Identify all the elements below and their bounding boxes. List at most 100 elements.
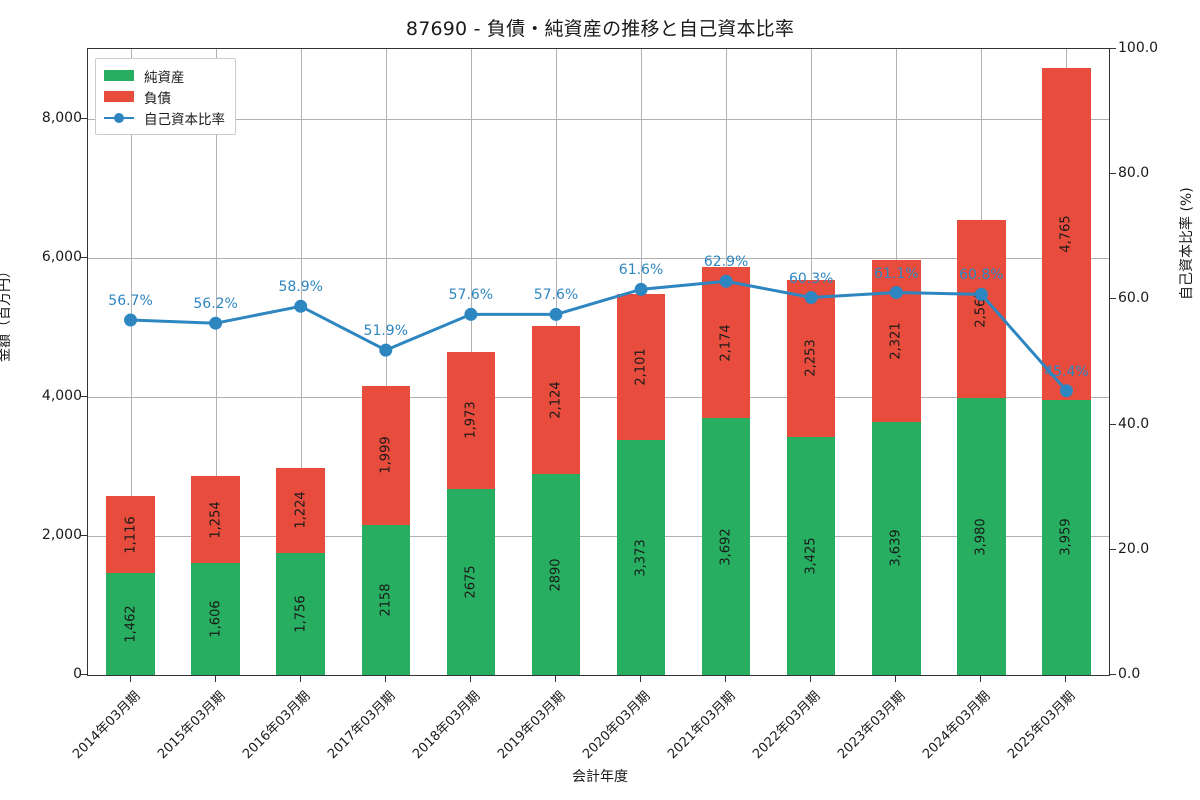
ratio-data-point[interactable] <box>209 316 223 330</box>
bar-segment-equity[interactable]: 2890 <box>531 474 581 675</box>
bar-stack[interactable]: 2675 1,973 <box>446 351 496 675</box>
x-axis-tick-mark <box>640 676 642 682</box>
bar-segment-liabilities[interactable]: 2,101 <box>616 294 666 441</box>
bar-stack[interactable]: 3,980 2,565 <box>957 219 1006 675</box>
y-axis-right-tick-label: 20.0 <box>1118 540 1150 557</box>
x-axis-tick-mark <box>299 676 301 682</box>
bar-segment-liabilities[interactable]: 1,254 <box>191 476 240 564</box>
gridline-vertical <box>385 49 387 675</box>
y-axis-left-tick-label: 0 <box>73 666 82 682</box>
legend: 純資産 負債 自己資本比率 <box>95 58 236 135</box>
x-axis-tick-label: 2016年03月期 <box>239 688 314 763</box>
x-axis-tick-mark <box>725 676 727 682</box>
x-axis-tick-label: 2020年03月期 <box>580 688 654 763</box>
bar-stack[interactable]: 3,373 2,101 <box>616 294 666 675</box>
bar-segment-equity[interactable]: 3,959 <box>1042 399 1091 675</box>
ratio-data-point[interactable] <box>379 343 393 357</box>
bar-segment-equity[interactable]: 1,756 <box>276 552 325 675</box>
bar-segment-liabilities[interactable]: 1,116 <box>106 495 155 574</box>
gridline-horizontal <box>88 118 1109 120</box>
bar-segment-equity[interactable]: 1,606 <box>191 563 240 675</box>
bar-stack[interactable]: 1,756 1,224 <box>276 467 325 675</box>
bar-stack[interactable]: 3,959 4,765 <box>1042 68 1091 675</box>
ratio-data-point[interactable] <box>634 282 648 296</box>
y-axis-right-tick-mark <box>1110 173 1116 175</box>
y-axis-right-tick-label: 0.0 <box>1118 666 1141 682</box>
ratio-data-point[interactable] <box>804 291 818 305</box>
bar-stack[interactable]: 1,462 1,116 <box>106 495 155 675</box>
ratio-value-label: 56.7% <box>108 293 153 310</box>
gridline-horizontal <box>88 396 1109 398</box>
y-axis-left-tick-label: 4,000 <box>41 387 82 404</box>
bar-segment-equity[interactable]: 3,425 <box>786 436 836 675</box>
y-axis-right-tick-mark <box>1110 548 1116 550</box>
x-axis-tick-label: 2017年03月期 <box>324 688 399 763</box>
ratio-line-path <box>129 279 1068 393</box>
ratio-data-point[interactable] <box>549 307 563 321</box>
bar-segment-equity[interactable]: 3,373 <box>616 440 666 675</box>
bar-stack[interactable]: 2890 2,124 <box>531 326 581 675</box>
ratio-value-label: 56.2% <box>193 296 238 313</box>
y-axis-left-tick-label: 2,000 <box>41 526 82 543</box>
ratio-data-point[interactable] <box>464 307 478 321</box>
y-axis-right-tick-mark <box>1110 48 1116 49</box>
x-axis-tick-mark <box>469 676 471 682</box>
bar-segment-equity[interactable]: 1,462 <box>106 573 155 675</box>
ratio-data-point[interactable] <box>294 299 308 313</box>
ratio-value-label: 51.9% <box>363 323 409 340</box>
ratio-data-point[interactable] <box>124 313 138 327</box>
ratio-value-label: 61.1% <box>874 265 919 282</box>
y-axis-left-tick-mark <box>81 534 87 536</box>
red-swatch <box>104 91 134 102</box>
gridline-horizontal <box>88 535 1109 537</box>
bar-segment-liabilities[interactable]: 1,224 <box>276 467 325 553</box>
x-axis-tick-mark <box>554 676 556 682</box>
legend-item-equity: 純資産 <box>104 65 225 86</box>
legend-item-ratio: 自己資本比率 <box>104 107 225 128</box>
bar-segment-equity[interactable]: 3,692 <box>701 418 751 675</box>
y-axis-left-tick-label: 6,000 <box>41 248 82 265</box>
legend-item-label: 負債 <box>144 90 171 107</box>
gridline-vertical <box>300 49 302 675</box>
ratio-data-point[interactable] <box>1059 384 1073 398</box>
bar-segment-equity[interactable]: 3,980 <box>957 398 1006 675</box>
bar-segment-liabilities[interactable]: 1,999 <box>361 385 411 525</box>
bar-stack[interactable]: 3,425 2,253 <box>786 280 836 675</box>
ratio-value-label: 60.8% <box>959 267 1004 284</box>
green-swatch <box>104 70 134 81</box>
x-axis-tick-mark <box>980 676 982 682</box>
ratio-data-point[interactable] <box>974 287 988 301</box>
bar-segment-liabilities[interactable]: 2,174 <box>701 267 751 419</box>
ratio-data-point[interactable] <box>889 286 903 300</box>
x-axis-tick-label: 2022年03月期 <box>750 688 824 763</box>
ratio-value-label: 57.6% <box>533 287 579 304</box>
bar-segment-liabilities[interactable]: 1,973 <box>446 351 496 489</box>
y-axis-right-title: 自己資本比率 (%) <box>1179 187 1195 300</box>
x-axis-tick-mark <box>1065 676 1067 682</box>
ratio-value-label: 58.9% <box>278 279 323 296</box>
y-axis-left-tick-mark <box>81 674 87 675</box>
y-axis-right-tick-label: 60.0 <box>1118 290 1150 307</box>
bar-stack[interactable]: 3,692 2,174 <box>701 267 751 675</box>
ratio-value-label: 60.3% <box>788 270 834 287</box>
ratio-value-label: 62.9% <box>703 254 749 271</box>
x-axis-tick-label: 2015年03月期 <box>154 688 229 763</box>
bar-segment-equity[interactable]: 3,639 <box>872 421 921 675</box>
bar-segment-liabilities[interactable]: 2,124 <box>531 326 581 474</box>
x-axis-tick-label: 2024年03月期 <box>920 688 994 763</box>
x-axis-title: 会計年度 <box>572 769 628 785</box>
bar-segment-equity[interactable]: 2158 <box>361 524 411 675</box>
y-axis-right-tick-label: 100.0 <box>1118 40 1159 56</box>
bar-segment-liabilities[interactable]: 2,253 <box>786 280 836 437</box>
plot-area: 1,462 1,116 1,606 1,254 1,756 1,224 2158 1,999 2… <box>87 48 1110 676</box>
bar-segment-liabilities[interactable]: 4,765 <box>1042 68 1091 400</box>
bar-stack[interactable]: 1,606 1,254 <box>191 476 240 675</box>
bar-segment-liabilities[interactable]: 2,565 <box>957 219 1006 399</box>
ratio-data-point[interactable] <box>719 274 733 288</box>
blue-line-swatch <box>104 111 134 125</box>
legend-item-label: 自己資本比率 <box>144 111 225 128</box>
bar-stack[interactable]: 2158 1,999 <box>361 385 411 675</box>
x-axis-tick-mark <box>810 676 812 682</box>
bar-segment-equity[interactable]: 2675 <box>446 488 496 675</box>
